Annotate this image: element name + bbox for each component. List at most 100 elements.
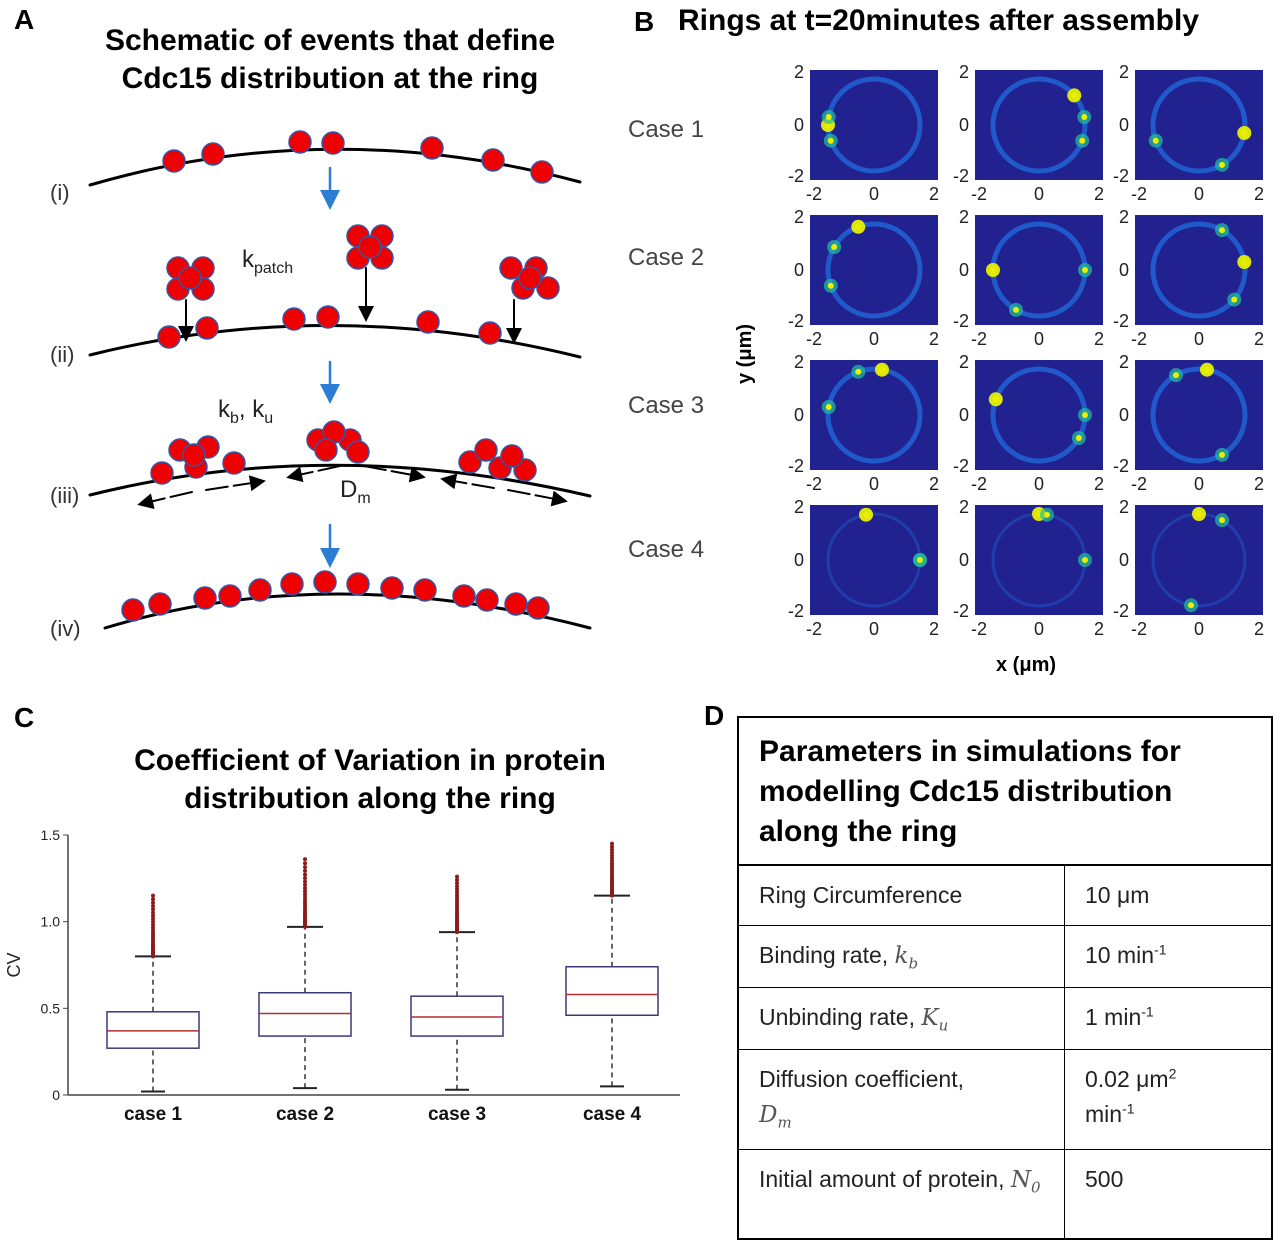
protein-dot: [218, 584, 242, 608]
panel-c-title-line2: distribution along the ring: [184, 781, 556, 815]
ring-plot-case-4-2: 2 0 -2-2 0 2: [953, 497, 1104, 639]
outlier-point: [303, 872, 307, 877]
ring-xtick-label: -2: [971, 184, 987, 204]
outlier-point: [610, 856, 614, 861]
ring-xtick-label: 0: [1194, 619, 1204, 639]
protein-dot: [500, 444, 524, 468]
ring-ytick-label: -2: [1113, 601, 1129, 621]
ring-hotspot-core: [1079, 137, 1086, 144]
ring-plot-case-1-1: 2 0 -2-2 0 2: [788, 62, 939, 204]
ring-hotspot-core: [1173, 372, 1179, 379]
ring-hotspot-core: [992, 396, 999, 403]
ring-plot-case-2-1: 2 0 -2-2 0 2: [788, 207, 939, 349]
ring-xtick-label: 2: [929, 184, 939, 204]
ring-xtick-label: 2: [1254, 474, 1264, 494]
y-tick-label: 1.5: [41, 827, 61, 843]
ring-hotspot-core: [827, 282, 834, 289]
protein-patch-dot: [536, 276, 560, 300]
ring-plot-background: [975, 70, 1103, 180]
panel-b-letter: B: [634, 6, 655, 37]
protein-dot: [280, 572, 304, 596]
kb-ku-label: kb, ku: [218, 396, 274, 427]
ring-xtick-label: 2: [1254, 329, 1264, 349]
outlier-point: [151, 910, 155, 915]
ring-ytick-label: 2: [794, 352, 804, 372]
case-label-2: Case 2: [628, 244, 705, 271]
protein-dot: [314, 438, 338, 462]
ring-hotspot-core: [1241, 129, 1248, 136]
x-tick-label: case 4: [583, 1104, 642, 1125]
protein-dot: [478, 321, 502, 345]
protein-dot: [416, 310, 440, 334]
ring-hotspot-core: [825, 114, 832, 121]
outlier-point: [455, 892, 459, 897]
ring-xtick-label: -2: [1131, 329, 1147, 349]
ring-ytick-label: 2: [959, 62, 969, 82]
ring-ytick-label: 0: [1119, 115, 1129, 135]
ring-hotspot-core: [1082, 267, 1088, 273]
protein-dot: [346, 572, 370, 596]
protein-dot: [316, 305, 340, 329]
ring-plot-background: [1135, 505, 1263, 615]
case-label-3: Case 3: [628, 392, 705, 419]
ring-xtick-label: 0: [869, 329, 879, 349]
ring-xtick-label: 2: [1094, 619, 1104, 639]
stage-label-iii: (iii): [50, 483, 80, 508]
ring-ytick-label: 2: [1119, 62, 1129, 82]
outlier-point: [151, 922, 155, 927]
outlier-point: [151, 897, 155, 902]
panel-a-schematic: [88, 130, 592, 630]
outlier-point: [303, 901, 307, 906]
outlier-point: [455, 881, 459, 886]
x-tick-label: case 3: [428, 1104, 486, 1125]
panel-b-title: Rings at t=20minutes after assembly: [678, 4, 1200, 37]
stage-label-i: (i): [50, 180, 70, 205]
ring-ytick-label: 2: [1119, 497, 1129, 517]
param-row-diffusion: Diffusion coefficient, Dm 0.02 μm2 min-1: [739, 1050, 1271, 1150]
ring-outline: [1150, 221, 1248, 319]
ring-xtick-label: 2: [929, 329, 939, 349]
protein-dot: [282, 307, 306, 331]
ring-hotspot-core: [1219, 517, 1225, 524]
case-label-4: Case 4: [628, 536, 705, 563]
protein-dot: [474, 438, 498, 462]
outlier-point: [303, 865, 307, 870]
ring-heatmap-grid: 20-2-2 0 220-2-2 0 220-2-2 0 220-2-2 0 220-2-2 0 2…: [788, 62, 1264, 639]
ring-xtick-label: -2: [971, 474, 987, 494]
protein-dot: [530, 160, 554, 184]
outlier-point: [455, 884, 459, 889]
protein-dot: [458, 450, 482, 474]
protein-dot: [413, 578, 437, 602]
ring-xtick-label: 0: [1194, 474, 1204, 494]
box-case-3: case 3: [410, 874, 504, 1125]
protein-dot: [452, 584, 476, 608]
outlier-point: [151, 913, 155, 918]
outlier-point: [610, 853, 614, 858]
ring-xtick-label: -2: [971, 619, 987, 639]
ring-hotspot-core: [825, 404, 832, 411]
ring-hotspot-core: [863, 511, 870, 518]
outlier-point: [303, 886, 307, 891]
ring-xtick-label: 0: [1194, 329, 1204, 349]
ring-hotspot-core: [1203, 366, 1210, 373]
ring-ytick-label: 2: [959, 352, 969, 372]
protein-dot: [321, 131, 345, 155]
x-tick-label: case 1: [124, 1104, 183, 1125]
ring-ytick-label: 2: [959, 497, 969, 517]
outlier-point: [151, 916, 155, 921]
outlier-point: [455, 887, 459, 892]
protein-dot: [222, 451, 246, 475]
ring-hotspot-core: [1219, 161, 1225, 168]
protein-patch-dot: [518, 266, 542, 290]
ring-ytick-label: 0: [794, 550, 804, 570]
ring-xtick-label: 0: [1034, 329, 1044, 349]
ring-plot-background: [1135, 70, 1263, 180]
box-case-4: case 4: [565, 841, 659, 1125]
parameters-table-header: Parameters in simulations for modelling …: [739, 718, 1271, 866]
ring-ytick-label: 2: [794, 207, 804, 227]
ring-hotspot-core: [1152, 137, 1159, 144]
box-case-2: case 2: [258, 857, 352, 1125]
outlier-point: [610, 847, 614, 852]
stage-label-ii: (ii): [50, 342, 75, 367]
diffusion-arrow-2: [205, 475, 266, 492]
